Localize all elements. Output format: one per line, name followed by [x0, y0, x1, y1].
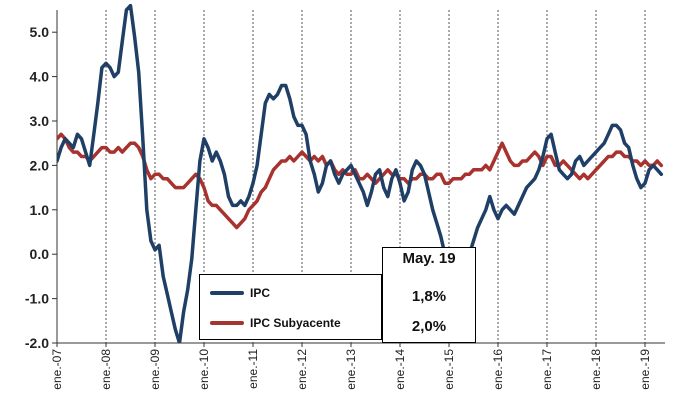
- x-tick-label: ene.-17: [540, 349, 554, 390]
- x-tick-label: ene.-09: [148, 349, 162, 390]
- legend: IPC IPC Subyacente: [199, 274, 382, 340]
- series-layer: [57, 4, 664, 343]
- legend-swatch-ipc-subyacente: [210, 321, 244, 325]
- series-line-ipc-subyacente: [57, 132, 664, 230]
- legend-item-ipc-subyacente: IPC Subyacente: [210, 313, 341, 333]
- y-axis-ticks: 5.0 4.0 3.0 2.0 1.0 0.0 -1.0 -2.0: [25, 24, 57, 351]
- x-tick-label: ene.-18: [589, 349, 603, 390]
- y-tick-label: 1.0: [30, 202, 50, 218]
- x-tick-label: ene.-08: [99, 349, 113, 390]
- y-tick-label: 5.0: [30, 24, 50, 40]
- x-tick-label: ene.-12: [295, 349, 309, 390]
- series-line-ipc: [57, 4, 664, 343]
- x-tick-label: ene.-14: [393, 349, 407, 390]
- x-tick-label: ene.-19: [638, 349, 652, 390]
- y-tick-label: 2.0: [30, 157, 50, 173]
- legend-label-ipc: IPC: [250, 286, 271, 300]
- x-tick-label: ene.-16: [491, 349, 505, 390]
- x-tick-label: ene.-10: [197, 349, 211, 390]
- legend-label-ipc-subyacente: IPC Subyacente: [250, 316, 341, 330]
- x-tick-label: ene.-07: [50, 349, 64, 390]
- x-tick-label: ene.-15: [442, 349, 456, 390]
- y-tick-label: -2.0: [25, 335, 49, 351]
- y-tick-label: -1.0: [25, 291, 49, 307]
- legend-swatch-ipc: [210, 291, 244, 295]
- x-axis-ticks: ene.-07 ene.-08 ene.-09 ene.-10 ene.-11 ene.-…: [50, 343, 652, 390]
- x-tick-label: ene.-13: [344, 349, 358, 390]
- y-tick-label: 0.0: [30, 246, 50, 262]
- latest-values-box: May. 19 1,8% 2,0%: [382, 247, 476, 343]
- legend-item-ipc: IPC: [210, 283, 270, 303]
- x-tick-label: ene.-11: [246, 349, 260, 389]
- latest-date-label: May. 19: [402, 250, 456, 267]
- latest-ipc-subyacente-value: 2,0%: [411, 318, 447, 335]
- y-tick-label: 4.0: [30, 69, 50, 85]
- latest-ipc-value: 1,8%: [411, 288, 447, 305]
- y-tick-label: 3.0: [30, 113, 50, 129]
